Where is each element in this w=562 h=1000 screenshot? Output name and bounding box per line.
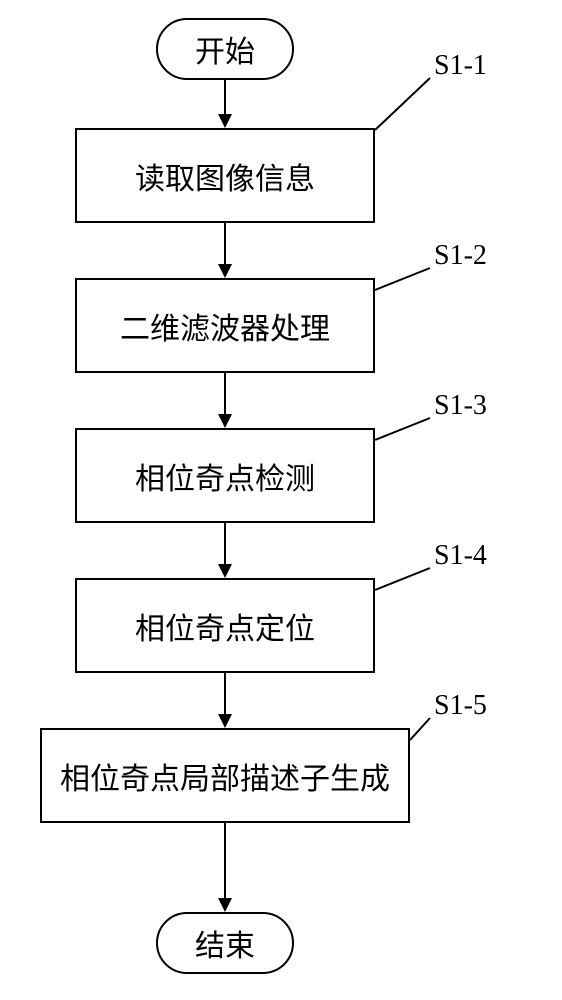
end-text: 结束 bbox=[195, 921, 255, 965]
connector-line bbox=[375, 268, 430, 290]
process-s2-text: 二维滤波器处理 bbox=[120, 304, 330, 348]
process-s4: 相位奇点定位 bbox=[75, 578, 375, 673]
process-s3: 相位奇点检测 bbox=[75, 428, 375, 523]
step-label-text: S1-3 bbox=[434, 390, 487, 421]
arrow-line bbox=[224, 523, 226, 564]
arrow-line bbox=[224, 823, 226, 898]
step-label: S1-5 bbox=[434, 690, 487, 722]
start-node: 开始 bbox=[156, 18, 294, 80]
process-s3-text: 相位奇点检测 bbox=[135, 454, 315, 498]
step-label: S1-3 bbox=[434, 390, 487, 422]
connector-line bbox=[375, 568, 430, 590]
step-label-text: S1-2 bbox=[434, 240, 487, 271]
arrow-line bbox=[224, 673, 226, 714]
step-label: S1-2 bbox=[434, 240, 487, 272]
step-label-text: S1-4 bbox=[434, 540, 487, 571]
process-s4-text: 相位奇点定位 bbox=[135, 604, 315, 648]
process-s1: 读取图像信息 bbox=[75, 128, 375, 223]
arrow-line bbox=[224, 373, 226, 414]
flowchart-container: 开始 读取图像信息 二维滤波器处理 相位奇点检测 相位奇点定位 相位奇点局部描述… bbox=[0, 0, 562, 1000]
arrow-line bbox=[224, 80, 226, 114]
end-node: 结束 bbox=[156, 912, 294, 974]
start-text: 开始 bbox=[195, 27, 255, 71]
arrow-head-icon bbox=[218, 714, 232, 728]
step-label-text: S1-5 bbox=[434, 690, 487, 721]
connector-line bbox=[375, 418, 430, 440]
arrow-head-icon bbox=[218, 564, 232, 578]
arrow-head-icon bbox=[218, 114, 232, 128]
step-label: S1-1 bbox=[434, 50, 487, 82]
process-s2: 二维滤波器处理 bbox=[75, 278, 375, 373]
arrow-head-icon bbox=[218, 264, 232, 278]
process-s1-text: 读取图像信息 bbox=[135, 154, 315, 198]
arrow-line bbox=[224, 223, 226, 264]
connector-line bbox=[410, 718, 430, 740]
process-s5-text: 相位奇点局部描述子生成 bbox=[60, 754, 390, 798]
arrow-head-icon bbox=[218, 414, 232, 428]
process-s5: 相位奇点局部描述子生成 bbox=[40, 728, 410, 823]
step-label-text: S1-1 bbox=[434, 50, 487, 81]
step-label: S1-4 bbox=[434, 540, 487, 572]
arrow-head-icon bbox=[218, 898, 232, 912]
connector-line bbox=[375, 78, 430, 130]
